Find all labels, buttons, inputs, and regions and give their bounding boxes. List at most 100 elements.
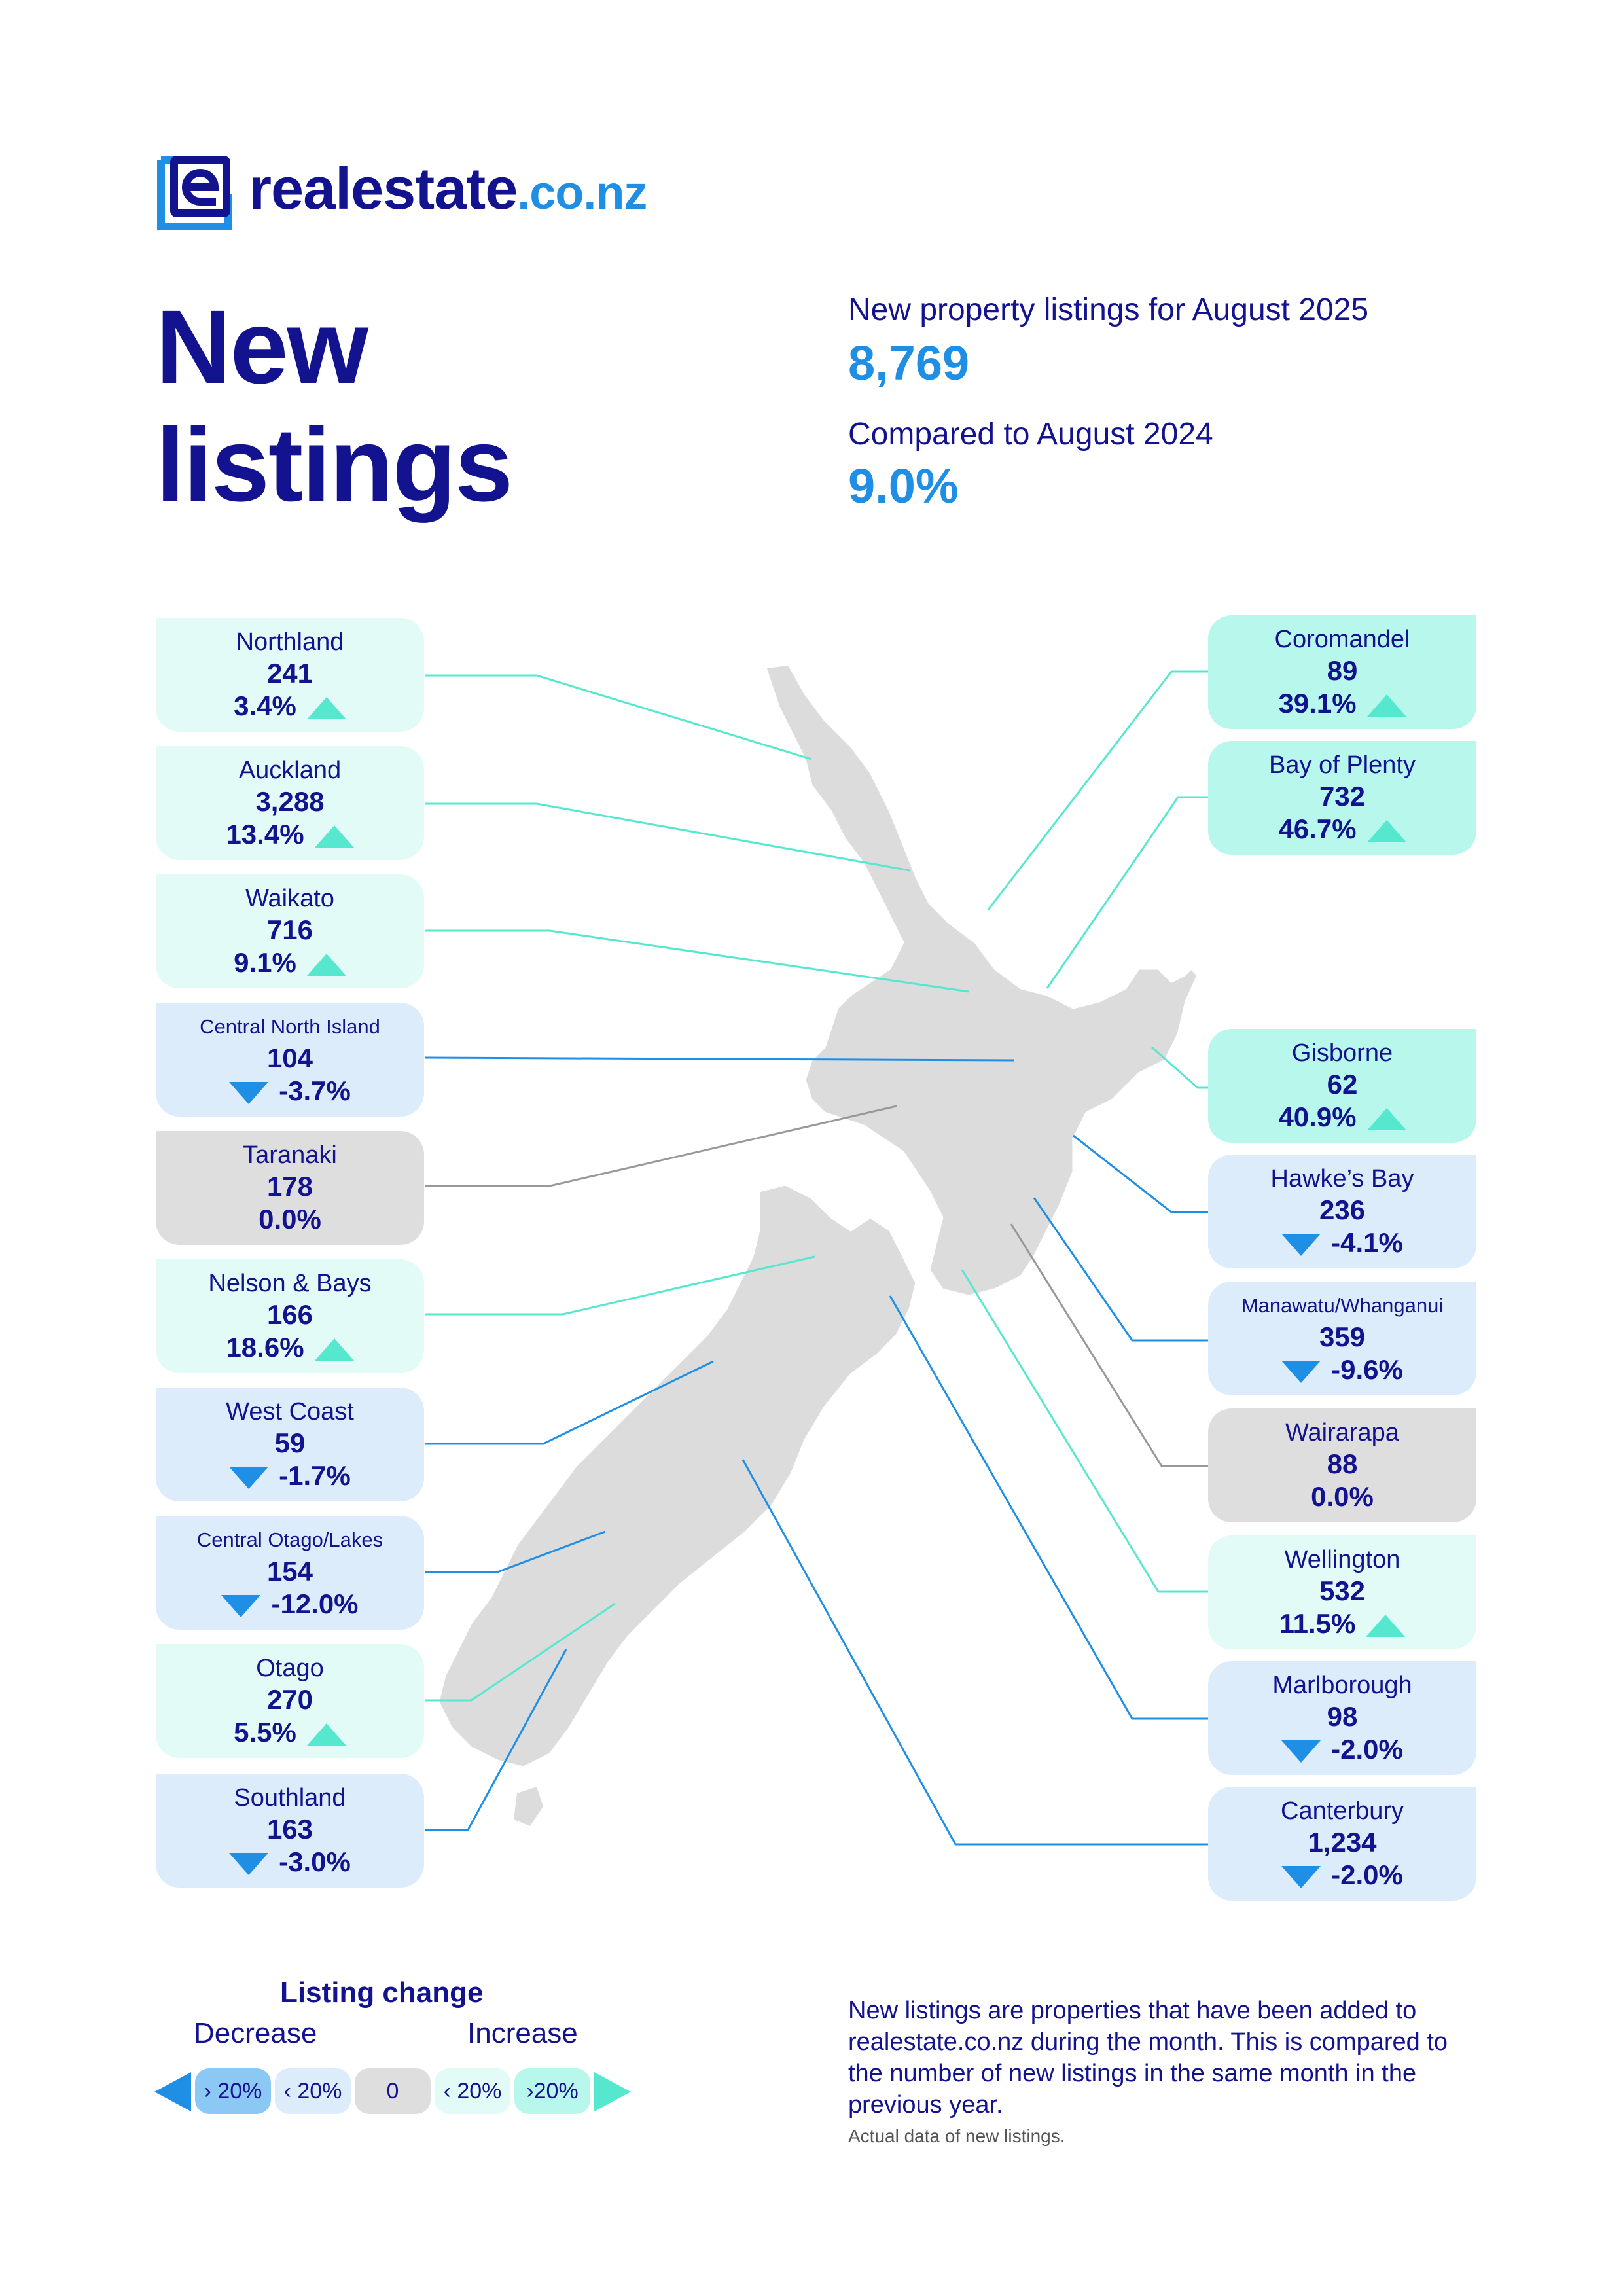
leader-line-southland [425,1649,567,1831]
region-change: 40.9% [1278,1102,1357,1132]
region-name: Central Otago/Lakes [196,1528,383,1551]
region-card-taranaki: Taranaki 178 0.0% [156,1131,424,1245]
region-name: Wairarapa [1285,1419,1399,1446]
increase-arrow-icon [306,696,346,719]
legend-increase-label: Increase [467,2017,578,2049]
legend-item-no-change: 0 [355,2068,431,2114]
leader-line-otago [425,1602,616,1702]
region-change: 3.4% [234,691,296,721]
region-name: Waikato [245,885,334,912]
leader-line-manawatu [1033,1197,1208,1342]
logo-icon [157,156,232,230]
leader-line-wellington [961,1269,1208,1593]
region-count: 270 [266,1684,313,1715]
legend-decrease-label: Decrease [194,2017,317,2049]
region-name: Bay of Plenty [1269,751,1416,779]
leader-line-waikato [425,929,969,993]
region-change: -12.0% [271,1588,359,1619]
listings-label: New property listings for August 2025 [848,293,1369,327]
leader-line-marlborough [889,1295,1208,1720]
region-count: 98 [1327,1701,1358,1732]
region-card-bay-of-plenty: Bay of Plenty 732 46.7% [1208,741,1476,855]
region-count: 1,234 [1308,1827,1377,1857]
increase-arrow-icon [1366,1614,1406,1637]
region-card-manawatu-whanganui: Manawatu/Whanganui 359 -9.6% [1208,1282,1476,1395]
region-name: Auckland [238,757,342,784]
region-count: 3,288 [255,786,325,817]
region-name: Taranaki [243,1141,337,1169]
region-count: 62 [1327,1069,1358,1100]
leader-line-wairarapa [1010,1223,1208,1467]
listings-value: 8,769 [848,336,970,390]
region-name: Southland [234,1784,346,1812]
stewart-island-shape [514,1787,543,1826]
leader-line-auckland [425,802,910,872]
region-name: Otago [256,1655,324,1682]
legend-item-decrease: ‹ 20% [275,2068,351,2114]
leader-line-gisborne [1151,1046,1208,1089]
north-island-shape [764,663,1199,1297]
leader-line-nelson [425,1255,815,1316]
increase-legend-arrow-icon [594,2072,631,2111]
region-card-waikato: Waikato 716 9.1% [156,874,424,988]
region-count: 732 [1319,781,1366,812]
decrease-arrow-icon [221,1594,261,1617]
region-count: 532 [1319,1575,1366,1606]
region-card-wellington: Wellington 532 11.5% [1208,1535,1476,1649]
legend-item-increase: ‹ 20% [435,2068,510,2114]
region-card-coromandel: Coromandel 89 39.1% [1208,615,1476,729]
region-name: Nelson & Bays [208,1270,372,1297]
region-card-gisborne: Gisborne 62 40.9% [1208,1029,1476,1143]
brand-tld: .co.nz [517,167,647,219]
leader-line-bay-of-plenty [1046,796,1208,989]
leader-line-coromandel [987,670,1208,910]
region-count: 88 [1327,1448,1358,1479]
region-name: Hawke’s Bay [1270,1165,1414,1193]
region-card-nelson-bays: Nelson & Bays 166 18.6% [156,1259,424,1373]
region-card-marlborough: Marlborough 98 -2.0% [1208,1661,1476,1775]
region-change: -3.7% [279,1075,351,1106]
region-count: 163 [266,1814,313,1844]
region-card-central-north-island: Central North Island 104 -3.7% [156,1003,424,1117]
region-change: 39.1% [1278,688,1357,719]
increase-arrow-icon [314,825,354,848]
leader-line-taranaki [425,1105,897,1187]
region-count: 89 [1327,655,1358,686]
leader-line-central-north-island [425,1056,1015,1062]
compare-label: Compared to August 2024 [848,417,1213,452]
region-count: 359 [1319,1321,1366,1352]
footnote-note: Actual data of new listings. [848,2126,1065,2146]
region-name: Marlborough [1272,1672,1412,1699]
region-name: Gisborne [1291,1039,1393,1067]
region-change: 0.0% [259,1204,321,1234]
leader-line-hawkes-bay [1073,1134,1208,1213]
region-name: Coromandel [1274,626,1410,653]
decrease-arrow-icon [1281,1360,1321,1383]
region-card-central-otago-lakes: Central Otago/Lakes 154 -12.0% [156,1516,424,1630]
region-name: Manawatu/Whanganui [1241,1294,1444,1317]
south-island-shape [437,1183,918,1768]
region-card-canterbury: Canterbury 1,234 -2.0% [1208,1787,1476,1901]
region-count: 154 [266,1556,313,1587]
region-count: 241 [266,658,313,689]
region-card-west-coast: West Coast 59 -1.7% [156,1388,424,1501]
region-change: 46.7% [1278,814,1357,844]
increase-arrow-icon [306,1723,346,1746]
region-count: 716 [266,914,313,945]
region-card-wairarapa: Wairarapa 88 0.0% [1208,1408,1476,1522]
region-name: Canterbury [1281,1797,1404,1825]
decrease-arrow-icon [229,1466,269,1489]
region-count: 166 [266,1299,313,1330]
page-title-text: New listings [156,288,513,523]
compare-value: 9.0% [848,459,959,513]
increase-arrow-icon [1366,1107,1406,1130]
increase-arrow-icon [314,1338,354,1361]
region-card-southland: Southland 163 -3.0% [156,1774,424,1888]
region-card-northland: Northland 241 3.4% [156,618,424,732]
decrease-arrow-icon [1281,1233,1321,1256]
decrease-arrow-icon [1281,1865,1321,1888]
region-count: 104 [266,1043,313,1073]
region-change: -2.0% [1331,1859,1403,1890]
region-card-hawkes-bay: Hawke’s Bay 236 -4.1% [1208,1155,1476,1268]
region-card-auckland: Auckland 3,288 13.4% [156,746,424,860]
